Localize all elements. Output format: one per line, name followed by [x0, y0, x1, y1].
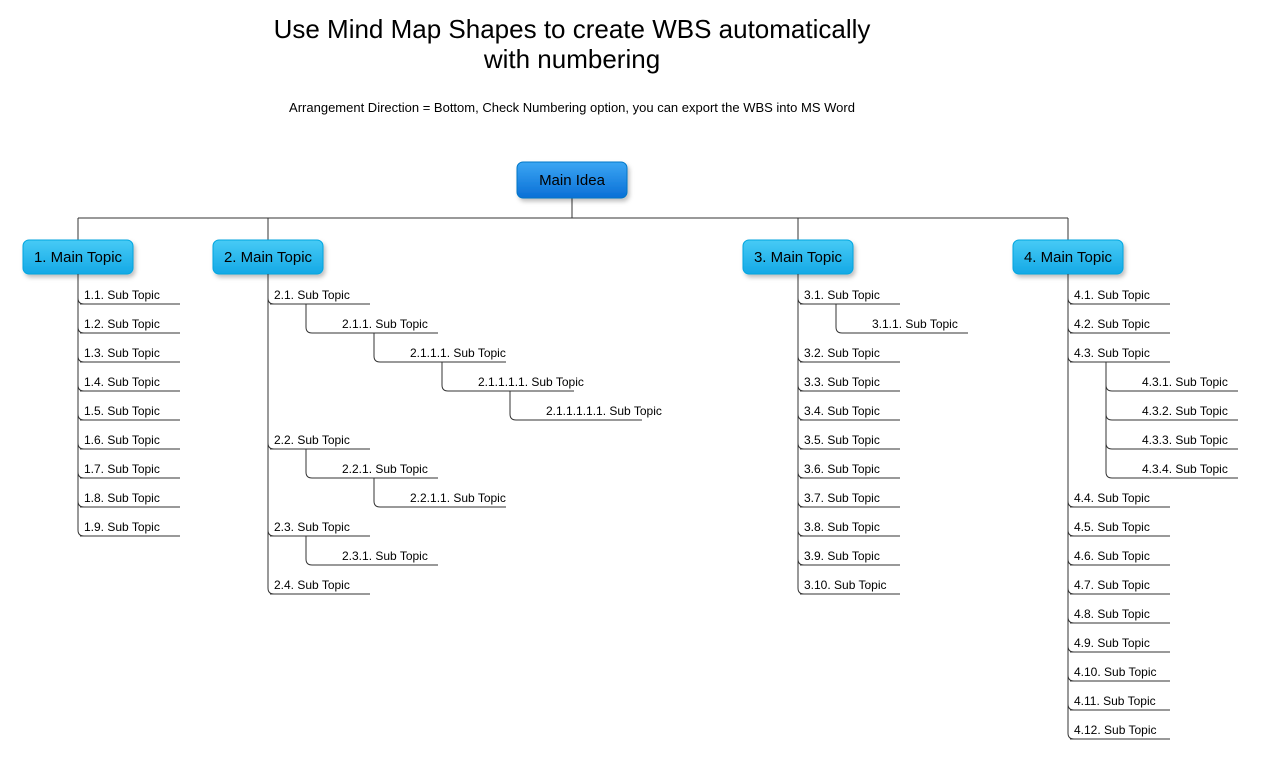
- sub-topic-label: 4.3.1. Sub Topic: [1142, 375, 1228, 389]
- branch: 3.1. Sub Topic 3.1.1. Sub Topic 3.2. Sub T…: [798, 274, 968, 594]
- main-topic-label: 2. Main Topic: [224, 249, 313, 266]
- sub-topic-label: 3.10. Sub Topic: [804, 578, 887, 592]
- sub-topic-label: 3.9. Sub Topic: [804, 549, 880, 563]
- sub-topic: 4.1. Sub Topic: [1068, 274, 1170, 304]
- sub-topic-label: 4.9. Sub Topic: [1074, 636, 1150, 650]
- sub-topic: 3.1. Sub Topic: [798, 274, 900, 304]
- sub-topic: 2.1.1.1. Sub Topic: [374, 333, 506, 362]
- title-line: with numbering: [483, 44, 660, 74]
- sub-topic: 2.1.1.1.1. Sub Topic: [442, 362, 584, 391]
- wbs-diagram: Use Mind Map Shapes to create WBS automa…: [0, 0, 1280, 766]
- sub-topic-label: 3.4. Sub Topic: [804, 404, 880, 418]
- main-topic-node: 2. Main Topic: [213, 240, 323, 274]
- sub-topic-label: 3.1. Sub Topic: [804, 288, 880, 302]
- sub-topic-label: 4.3.4. Sub Topic: [1142, 462, 1228, 476]
- sub-topic-label: 1.8. Sub Topic: [84, 491, 160, 505]
- sub-topic-label: 1.9. Sub Topic: [84, 520, 160, 534]
- sub-topic: 2.1.1. Sub Topic: [306, 304, 438, 333]
- sub-topic: 2.1. Sub Topic: [268, 274, 370, 304]
- sub-topic-label: 2.3. Sub Topic: [274, 520, 350, 534]
- subtitle: Arrangement Direction = Bottom, Check Nu…: [289, 100, 855, 115]
- sub-topic-label: 4.8. Sub Topic: [1074, 607, 1150, 621]
- main-topic-node: 1. Main Topic: [23, 240, 133, 274]
- sub-topic-label: 2.1. Sub Topic: [274, 288, 350, 302]
- branch: 2.1. Sub Topic 2.1.1. Sub Topic 2.1.1.1. S…: [268, 274, 662, 594]
- title-line: Use Mind Map Shapes to create WBS automa…: [274, 14, 871, 44]
- branch: 1.1. Sub Topic 1.2. Sub Topic 1.3. Sub Top…: [78, 274, 180, 536]
- sub-topic-label: 2.3.1. Sub Topic: [342, 549, 428, 563]
- sub-topic-label: 3.2. Sub Topic: [804, 346, 880, 360]
- sub-topic-label: 1.5. Sub Topic: [84, 404, 160, 418]
- sub-topic-label: 4.3. Sub Topic: [1074, 346, 1150, 360]
- sub-topic: 1.1. Sub Topic: [78, 274, 180, 304]
- sub-topic-label: 4.12. Sub Topic: [1074, 723, 1157, 737]
- sub-topic-label: 4.4. Sub Topic: [1074, 491, 1150, 505]
- sub-topic-label: 2.1.1.1.1.1. Sub Topic: [546, 404, 662, 418]
- sub-topic: 3.1.1. Sub Topic: [836, 304, 968, 333]
- sub-topic-label: 3.8. Sub Topic: [804, 520, 880, 534]
- sub-topic: 2.3. Sub Topic: [268, 274, 370, 536]
- svg-text:Main Idea: Main Idea: [539, 172, 606, 189]
- sub-topic-label: 1.7. Sub Topic: [84, 462, 160, 476]
- sub-topic-label: 2.2.1.1. Sub Topic: [410, 491, 506, 505]
- sub-topic: 2.1.1.1.1.1. Sub Topic: [510, 391, 662, 420]
- sub-topic-label: 3.6. Sub Topic: [804, 462, 880, 476]
- sub-topic-label: 4.7. Sub Topic: [1074, 578, 1150, 592]
- sub-topic-label: 4.5. Sub Topic: [1074, 520, 1150, 534]
- sub-topic-label: 2.4. Sub Topic: [274, 578, 350, 592]
- sub-topic: 2.2.1.1. Sub Topic: [374, 478, 506, 507]
- sub-topic-label: 1.1. Sub Topic: [84, 288, 160, 302]
- sub-topic-label: 1.3. Sub Topic: [84, 346, 160, 360]
- sub-topic-label: 4.3.3. Sub Topic: [1142, 433, 1228, 447]
- sub-topic-label: 4.10. Sub Topic: [1074, 665, 1157, 679]
- main-topic-node: 4. Main Topic: [1013, 240, 1123, 274]
- sub-topic-label: 2.1.1. Sub Topic: [342, 317, 428, 331]
- sub-topic-label: 3.5. Sub Topic: [804, 433, 880, 447]
- branch: 4.1. Sub Topic 4.2. Sub Topic 4.3. Sub Top…: [1068, 274, 1238, 739]
- sub-topic-label: 3.3. Sub Topic: [804, 375, 880, 389]
- sub-topic-label: 1.2. Sub Topic: [84, 317, 160, 331]
- sub-topic-label: 4.2. Sub Topic: [1074, 317, 1150, 331]
- sub-topic-label: 3.7. Sub Topic: [804, 491, 880, 505]
- sub-topic: 2.3.1. Sub Topic: [306, 536, 438, 565]
- sub-topic-label: 1.4. Sub Topic: [84, 375, 160, 389]
- sub-topic-label: 2.1.1.1.1. Sub Topic: [478, 375, 584, 389]
- sub-topic-label: 2.2.1. Sub Topic: [342, 462, 428, 476]
- main-topic-label: 1. Main Topic: [34, 249, 123, 266]
- sub-topic-label: 4.3.2. Sub Topic: [1142, 404, 1228, 418]
- sub-topic-label: 2.1.1.1. Sub Topic: [410, 346, 506, 360]
- sub-topic: 4.3.1. Sub Topic: [1106, 362, 1238, 391]
- main-topic-label: 3. Main Topic: [754, 249, 843, 266]
- main-topic-node: 3. Main Topic: [743, 240, 853, 274]
- root-node: Main Idea: [517, 162, 627, 198]
- sub-topic-label: 4.6. Sub Topic: [1074, 549, 1150, 563]
- sub-topic-label: 4.11. Sub Topic: [1074, 694, 1156, 708]
- sub-topic-label: 4.1. Sub Topic: [1074, 288, 1150, 302]
- main-topic-label: 4. Main Topic: [1024, 249, 1113, 266]
- sub-topic: 2.2.1. Sub Topic: [306, 449, 438, 478]
- sub-topic-label: 3.1.1. Sub Topic: [872, 317, 958, 331]
- sub-topic-label: 2.2. Sub Topic: [274, 433, 350, 447]
- sub-topic-label: 1.6. Sub Topic: [84, 433, 160, 447]
